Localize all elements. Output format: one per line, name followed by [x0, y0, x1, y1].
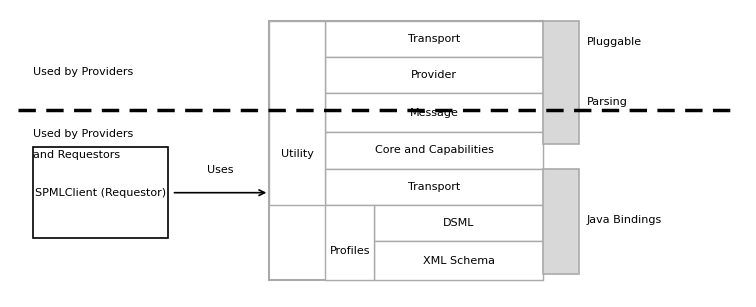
Bar — [326, 57, 543, 93]
Text: Used by Providers: Used by Providers — [33, 67, 133, 77]
Bar — [269, 21, 326, 205]
Text: Java Bindings: Java Bindings — [587, 215, 662, 225]
Text: DSML: DSML — [443, 218, 475, 228]
Text: Used by Providers: Used by Providers — [33, 129, 133, 139]
Text: Message: Message — [410, 108, 459, 118]
Text: Parsing: Parsing — [587, 97, 627, 107]
Text: Transport: Transport — [408, 182, 460, 192]
Text: SPMLClient (Requestor): SPMLClient (Requestor) — [35, 188, 166, 198]
Bar — [326, 21, 543, 57]
Bar — [543, 21, 579, 145]
Bar — [374, 241, 543, 280]
Bar — [33, 147, 168, 238]
Text: Profiles: Profiles — [330, 247, 370, 256]
Text: XML Schema: XML Schema — [423, 255, 494, 266]
Bar — [374, 205, 543, 241]
Text: Utility: Utility — [281, 149, 314, 158]
Text: Transport: Transport — [408, 34, 460, 44]
Text: Provider: Provider — [411, 70, 457, 80]
Text: Core and Capabilities: Core and Capabilities — [375, 146, 494, 155]
Text: and Requestors: and Requestors — [33, 150, 120, 160]
Bar — [269, 21, 543, 280]
Bar — [543, 169, 579, 274]
Bar — [326, 93, 543, 132]
Text: Uses: Uses — [207, 165, 234, 175]
Bar — [326, 205, 374, 280]
Bar — [326, 169, 543, 205]
Bar — [326, 132, 543, 169]
Text: Pluggable: Pluggable — [587, 37, 642, 47]
